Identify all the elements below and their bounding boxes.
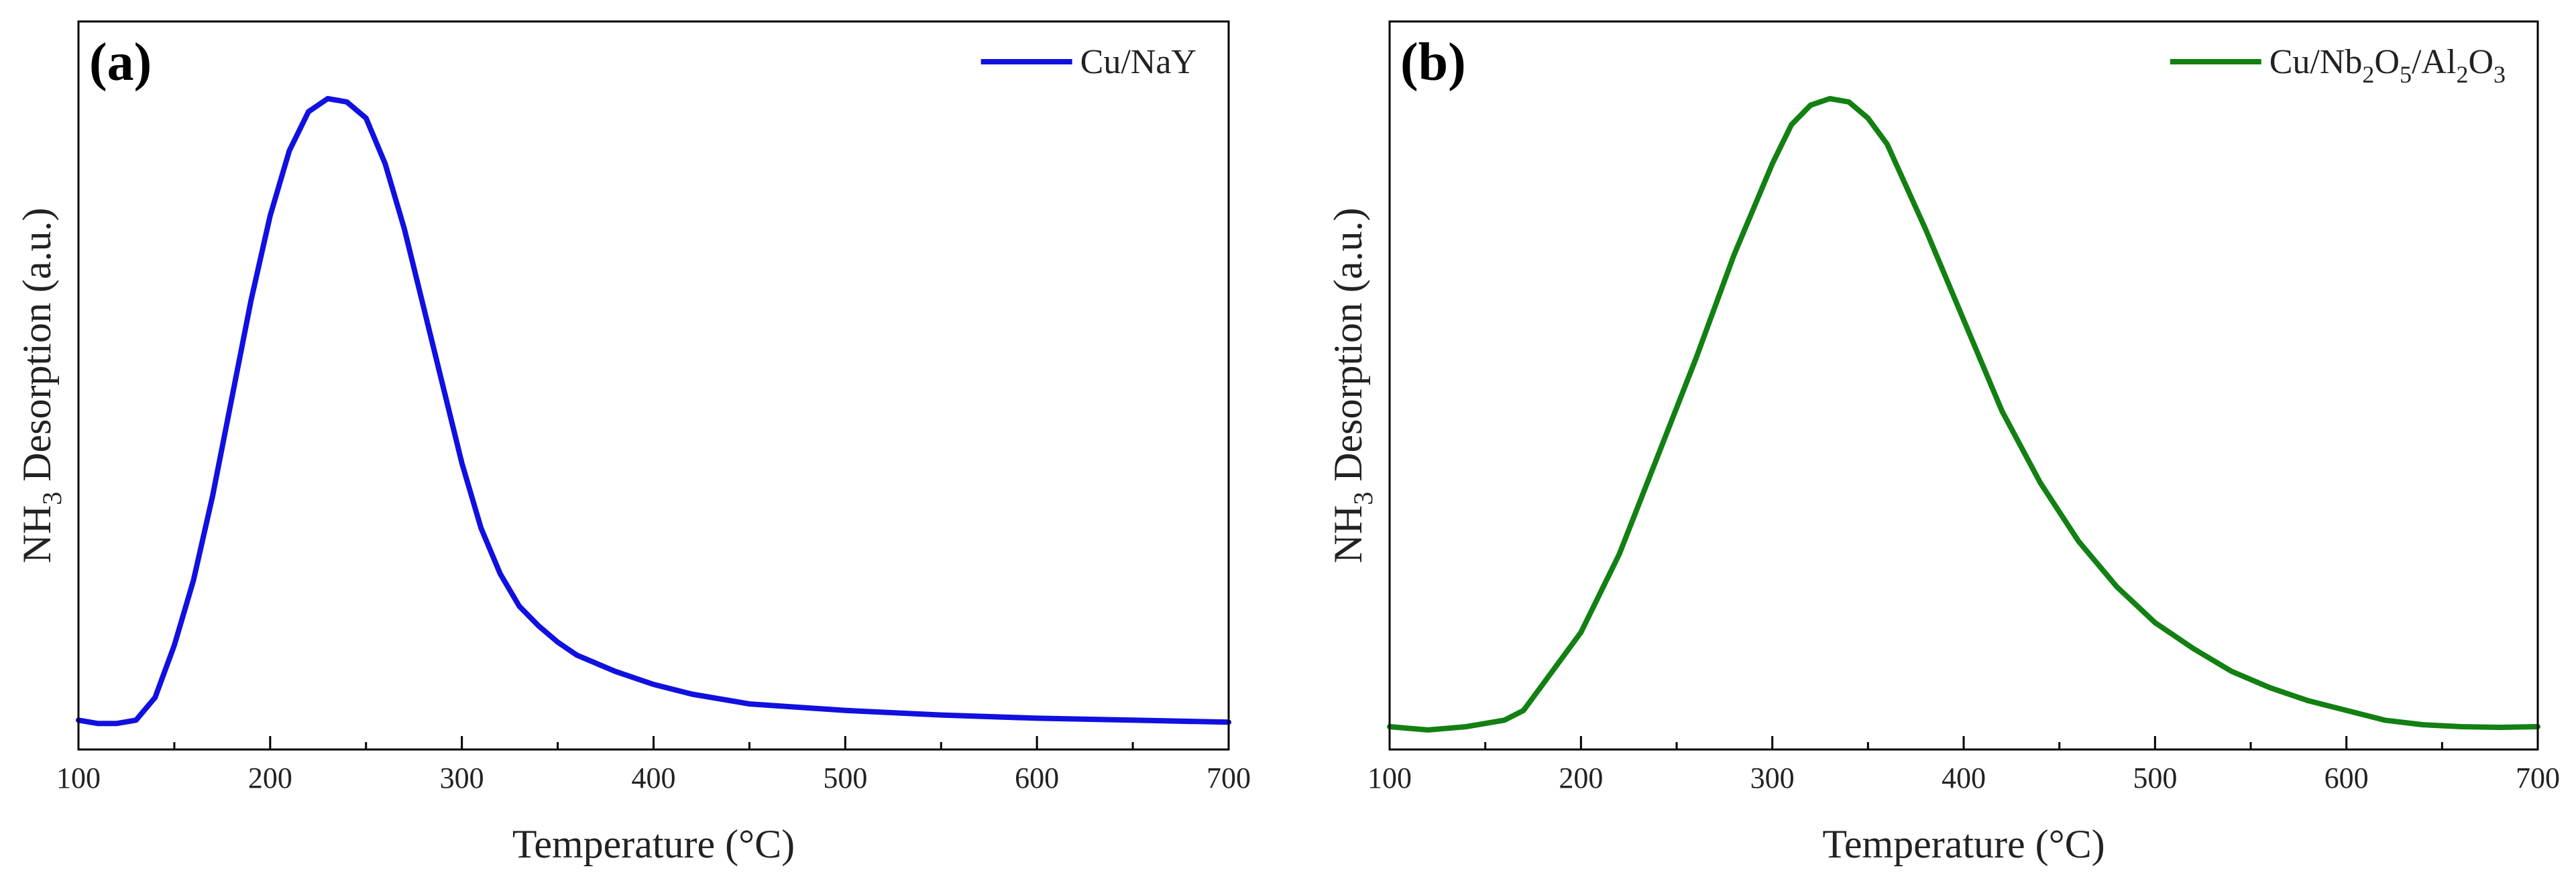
- x-tick-label: 600: [1015, 762, 1059, 794]
- x-tick-label: 500: [2133, 762, 2177, 794]
- x-axis-title: Temperature (°C): [512, 822, 795, 866]
- panel-label: (a): [89, 33, 152, 92]
- y-axis-title: NH3 Desorption (a.u.): [15, 208, 67, 564]
- x-tick-label: 400: [1942, 762, 1986, 794]
- x-tick-label: 200: [248, 762, 292, 794]
- series-line-1: [76, 96, 1231, 727]
- x-tick-label: 600: [2325, 762, 2369, 794]
- chart-panel-b: 100 200 300 400 500 600 700 Temperature (°C) NH3…: [1326, 20, 2560, 866]
- x-tick-label: 500: [823, 762, 867, 794]
- chart-panel-a: 100 200 300 400 500 600 700 Temperature (°C) NH3…: [15, 20, 1251, 866]
- panel-label: (b): [1400, 33, 1466, 92]
- y-axis-title: NH3 Desorption (a.u.): [1326, 208, 1378, 564]
- x-tick-label: 700: [1207, 762, 1251, 794]
- legend-label: Cu/NaY: [1080, 43, 1196, 81]
- plot-frame: [77, 20, 1230, 751]
- x-tick-label: 100: [56, 762, 101, 794]
- plot-frame: [1388, 20, 2539, 751]
- series-line-1: [1387, 96, 2540, 733]
- x-tick-label: 300: [1750, 762, 1795, 794]
- x-tick-label: 400: [632, 762, 676, 794]
- x-tick-label: 700: [2516, 762, 2560, 794]
- legend-label: Cu/Nb2O5/Al2O3: [2270, 43, 2506, 88]
- x-tick-label: 100: [1367, 762, 1412, 794]
- x-axis-title: Temperature (°C): [1822, 822, 2105, 866]
- x-tick-label: 300: [440, 762, 484, 794]
- x-tick-label: 200: [1559, 762, 1603, 794]
